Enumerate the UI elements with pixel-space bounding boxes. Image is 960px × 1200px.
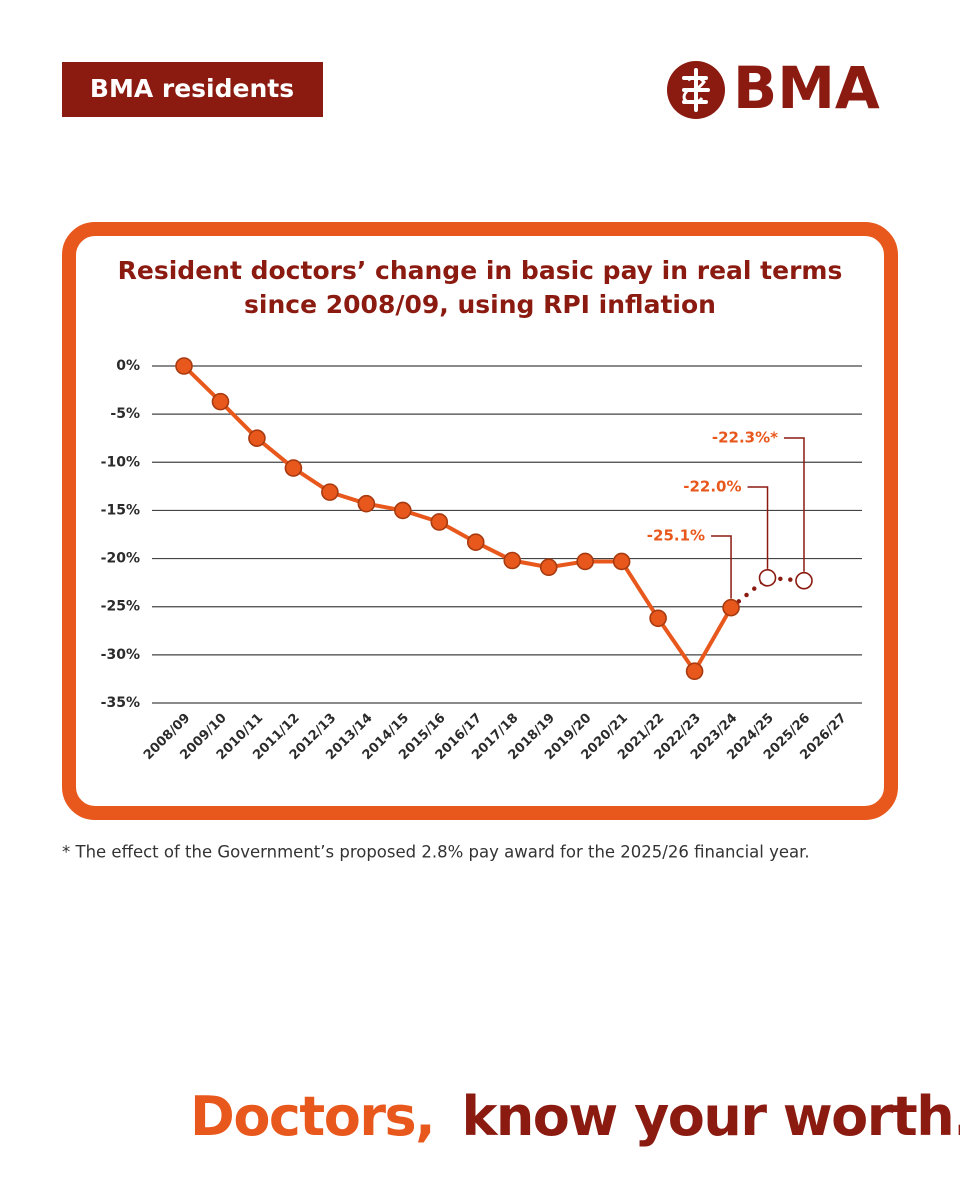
tagline: Doctors, know your worth. (190, 1085, 960, 1148)
data-label: -22.3%* (712, 429, 778, 447)
chart-frame (62, 222, 898, 820)
data-point (284, 459, 303, 477)
y-tick-label: -20% (101, 551, 140, 567)
data-point (612, 552, 631, 571)
data-point (248, 429, 266, 448)
leader-line (711, 535, 732, 599)
badge (62, 62, 323, 117)
data-point (539, 558, 558, 577)
y-tick-label: -30% (101, 647, 140, 663)
tagline-highlight: Doctors, (190, 1085, 434, 1148)
y-tick-label: -10% (101, 454, 140, 470)
leader-line (747, 486, 769, 569)
data-point (758, 569, 777, 587)
data-point (685, 662, 704, 681)
data-point (722, 598, 740, 617)
data-point (175, 357, 193, 375)
data-line (182, 364, 733, 674)
chart-title: since 2008/09, using RPI inflation (244, 290, 716, 319)
leader-line (783, 437, 805, 572)
data-point (795, 571, 813, 590)
y-tick-label: 0% (116, 358, 140, 374)
tagline-rest: know your worth. (461, 1085, 960, 1148)
data-label: -25.1% (647, 527, 705, 545)
data-point (466, 533, 485, 552)
data-point (357, 494, 376, 513)
chart-title: Resident doctors’ change in basic pay in… (118, 256, 843, 285)
data-point (394, 501, 412, 520)
projection-line (728, 575, 807, 610)
logo-icon (667, 61, 725, 119)
data-point (503, 551, 522, 570)
data-point (321, 483, 339, 501)
badge-text: BMA residents (90, 74, 294, 103)
data-label: -22.0% (683, 478, 741, 496)
logo-text: BMA (733, 54, 880, 122)
data-point (576, 552, 594, 571)
y-tick-label: -35% (101, 695, 140, 711)
data-point (649, 609, 667, 628)
y-tick-label: -25% (101, 599, 140, 615)
data-point (211, 392, 230, 411)
y-tick-label: -15% (101, 502, 140, 518)
data-point (430, 513, 449, 531)
footnote: * The effect of the Government’s propose… (62, 843, 810, 862)
y-tick-label: -5% (110, 406, 140, 422)
